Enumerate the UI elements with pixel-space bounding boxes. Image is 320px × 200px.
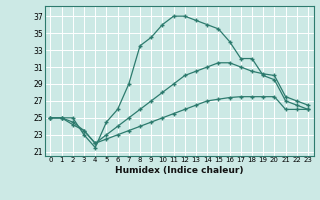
X-axis label: Humidex (Indice chaleur): Humidex (Indice chaleur) xyxy=(115,166,244,175)
